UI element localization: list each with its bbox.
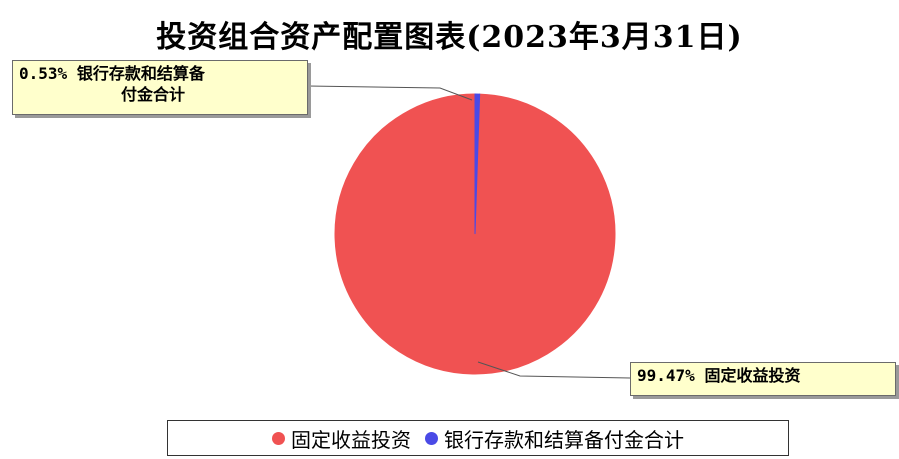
legend-label-fixed-income: 固定收益投资 xyxy=(291,427,411,452)
callout-fixed-income: 99.47% 固定收益投资 xyxy=(630,362,896,396)
chart-title: 投资组合资产配置图表(2023年3月31日) xyxy=(156,20,743,55)
callout-deposit-percent: 0.53% xyxy=(19,64,68,83)
pie-slice-deposits xyxy=(474,93,481,235)
callout-deposit: 0.53% 银行存款和结算备 付金合计 xyxy=(12,60,308,115)
callout-fixed-percent: 99.47% xyxy=(637,366,695,385)
callout-deposit-label-line1: 银行存款和结算备 xyxy=(76,64,205,83)
legend-item-deposits: 银行存款和结算备付金合计 xyxy=(425,424,684,453)
legend-marker-deposits xyxy=(425,431,438,445)
legend-marker-fixed-income xyxy=(272,431,285,445)
legend-item-fixed-income: 固定收益投资 xyxy=(272,424,411,453)
legend-label-deposits: 银行存款和结算备付金合计 xyxy=(444,427,684,452)
callout-fixed-label: 固定收益投资 xyxy=(704,366,801,385)
callout-deposit-label-line2: 付金合计 xyxy=(121,85,186,104)
legend: 固定收益投资 银行存款和结算备付金合计 xyxy=(167,420,789,456)
leader-line-fixed-income xyxy=(477,361,631,379)
leader-line-deposits xyxy=(307,85,473,101)
